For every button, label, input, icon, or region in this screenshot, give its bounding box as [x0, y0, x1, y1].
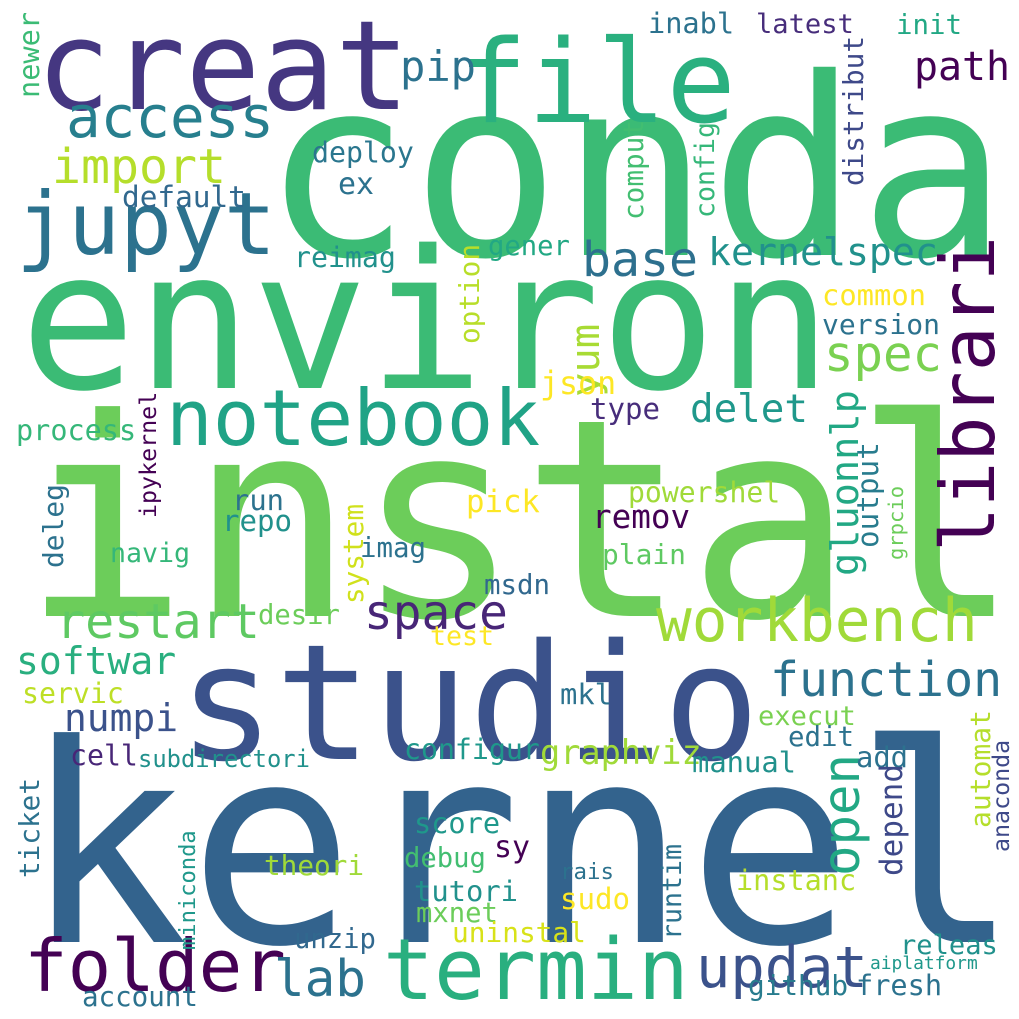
cloud-word: run: [232, 483, 285, 517]
cloud-word: remov: [592, 498, 691, 536]
cloud-word: miniconda: [175, 830, 201, 950]
cloud-word: studio: [178, 609, 760, 797]
cloud-word: manual: [692, 745, 797, 779]
cloud-word: subdirectori: [138, 745, 310, 773]
cloud-word: function: [770, 652, 1003, 708]
cloud-word: spec: [824, 326, 943, 383]
cloud-word: environ: [20, 210, 833, 434]
cloud-word: sudo: [560, 882, 631, 916]
cloud-word: desir: [258, 600, 340, 631]
cloud-word: creat: [36, 0, 410, 139]
cloud-word: theori: [264, 849, 365, 882]
cloud-word: mxnet: [416, 898, 498, 929]
cloud-word: tutori: [414, 874, 519, 908]
cloud-word: json: [540, 366, 617, 402]
cloud-word: test: [430, 621, 495, 652]
cloud-word: updat: [696, 935, 868, 1001]
cloud-word: plain: [602, 538, 686, 571]
cloud-word: rais: [560, 859, 614, 885]
cloud-word: newer: [12, 11, 46, 98]
cloud-word: base: [582, 232, 699, 288]
cloud-word: softwar: [16, 639, 177, 683]
cloud-word: ticket: [13, 777, 46, 878]
cloud-word: configur: [404, 733, 540, 766]
cloud-word: conda: [262, 26, 1008, 314]
cloud-word: releas: [900, 930, 998, 961]
cloud-word: pick: [466, 485, 540, 520]
cloud-word: workbench: [656, 587, 978, 656]
cloud-word: github: [748, 969, 849, 1002]
cloud-word: version: [822, 308, 941, 341]
cloud-word: sy: [494, 830, 530, 865]
cloud-word: uninstal: [452, 916, 586, 949]
cloud-word: import: [52, 139, 227, 195]
cloud-word: fresh: [856, 968, 943, 1002]
cloud-word: numpi: [64, 696, 179, 740]
cloud-word: file: [458, 16, 736, 150]
cloud-word: score: [414, 806, 501, 840]
cloud-word: restart: [56, 594, 260, 650]
cloud-word: depend: [874, 764, 910, 876]
cloud-word: cell: [70, 739, 138, 772]
cloud-word: reimag: [294, 241, 396, 274]
cloud-word: mkl: [560, 677, 613, 711]
cloud-word: msdn: [484, 570, 550, 601]
cloud-word: type: [590, 392, 661, 426]
cloud-word: space: [364, 586, 508, 641]
cloud-word: latest: [756, 9, 854, 40]
cloud-word: distribut: [837, 35, 870, 186]
cloud-word: path: [914, 44, 1011, 90]
cloud-word: instal: [22, 361, 1019, 682]
cloud-word: delet: [690, 387, 808, 432]
cloud-word: deleg: [37, 484, 70, 568]
cloud-word: navig: [110, 538, 191, 569]
cloud-word: kernelspec: [708, 231, 938, 275]
cloud-word: debug: [404, 843, 486, 874]
cloud-word: process: [16, 414, 137, 447]
cloud-word: aiplatform: [870, 953, 978, 974]
cloud-word: common: [822, 278, 927, 312]
cloud-word: jupyt: [16, 175, 277, 275]
cloud-word: deploy: [312, 136, 414, 169]
cloud-word: access: [66, 84, 275, 151]
cloud-word: notebook: [166, 374, 541, 464]
cloud-word: config: [690, 121, 721, 218]
cloud-word: ex: [338, 167, 374, 202]
cloud-word: inabl: [648, 6, 735, 40]
cloud-word: comput: [617, 119, 650, 220]
cloud-word: servic: [22, 677, 124, 710]
cloud-word: pip: [400, 42, 477, 91]
cloud-word: grpcio: [884, 485, 908, 560]
cloud-word: powershel: [628, 476, 781, 509]
cloud-word: graphviz: [540, 733, 702, 772]
cloud-word: default: [122, 180, 246, 214]
cloud-word: gener: [488, 231, 570, 262]
cloud-word: execut: [758, 701, 856, 732]
cloud-word: folder: [24, 925, 286, 1009]
cloud-word: edit: [788, 722, 854, 753]
cloud-word: ipykernel: [135, 391, 162, 518]
cloud-word: librari: [924, 235, 1012, 552]
cloud-word: termin: [383, 920, 689, 1019]
cloud-word: runtim: [657, 843, 688, 940]
cloud-word: account: [82, 981, 198, 1013]
cloud-word: instanc: [736, 864, 857, 897]
cloud-word: add: [856, 740, 909, 774]
cloud-word: imag: [360, 533, 426, 564]
cloud-word: option: [453, 243, 486, 344]
cloud-word: kernel: [22, 687, 1019, 1008]
cloud-word: repo: [222, 504, 293, 538]
cloud-word: lab: [274, 950, 366, 1009]
cloud-word: unzip: [294, 924, 376, 955]
cloud-word: init: [896, 10, 962, 41]
cloud-word: anaconda: [988, 739, 1015, 852]
